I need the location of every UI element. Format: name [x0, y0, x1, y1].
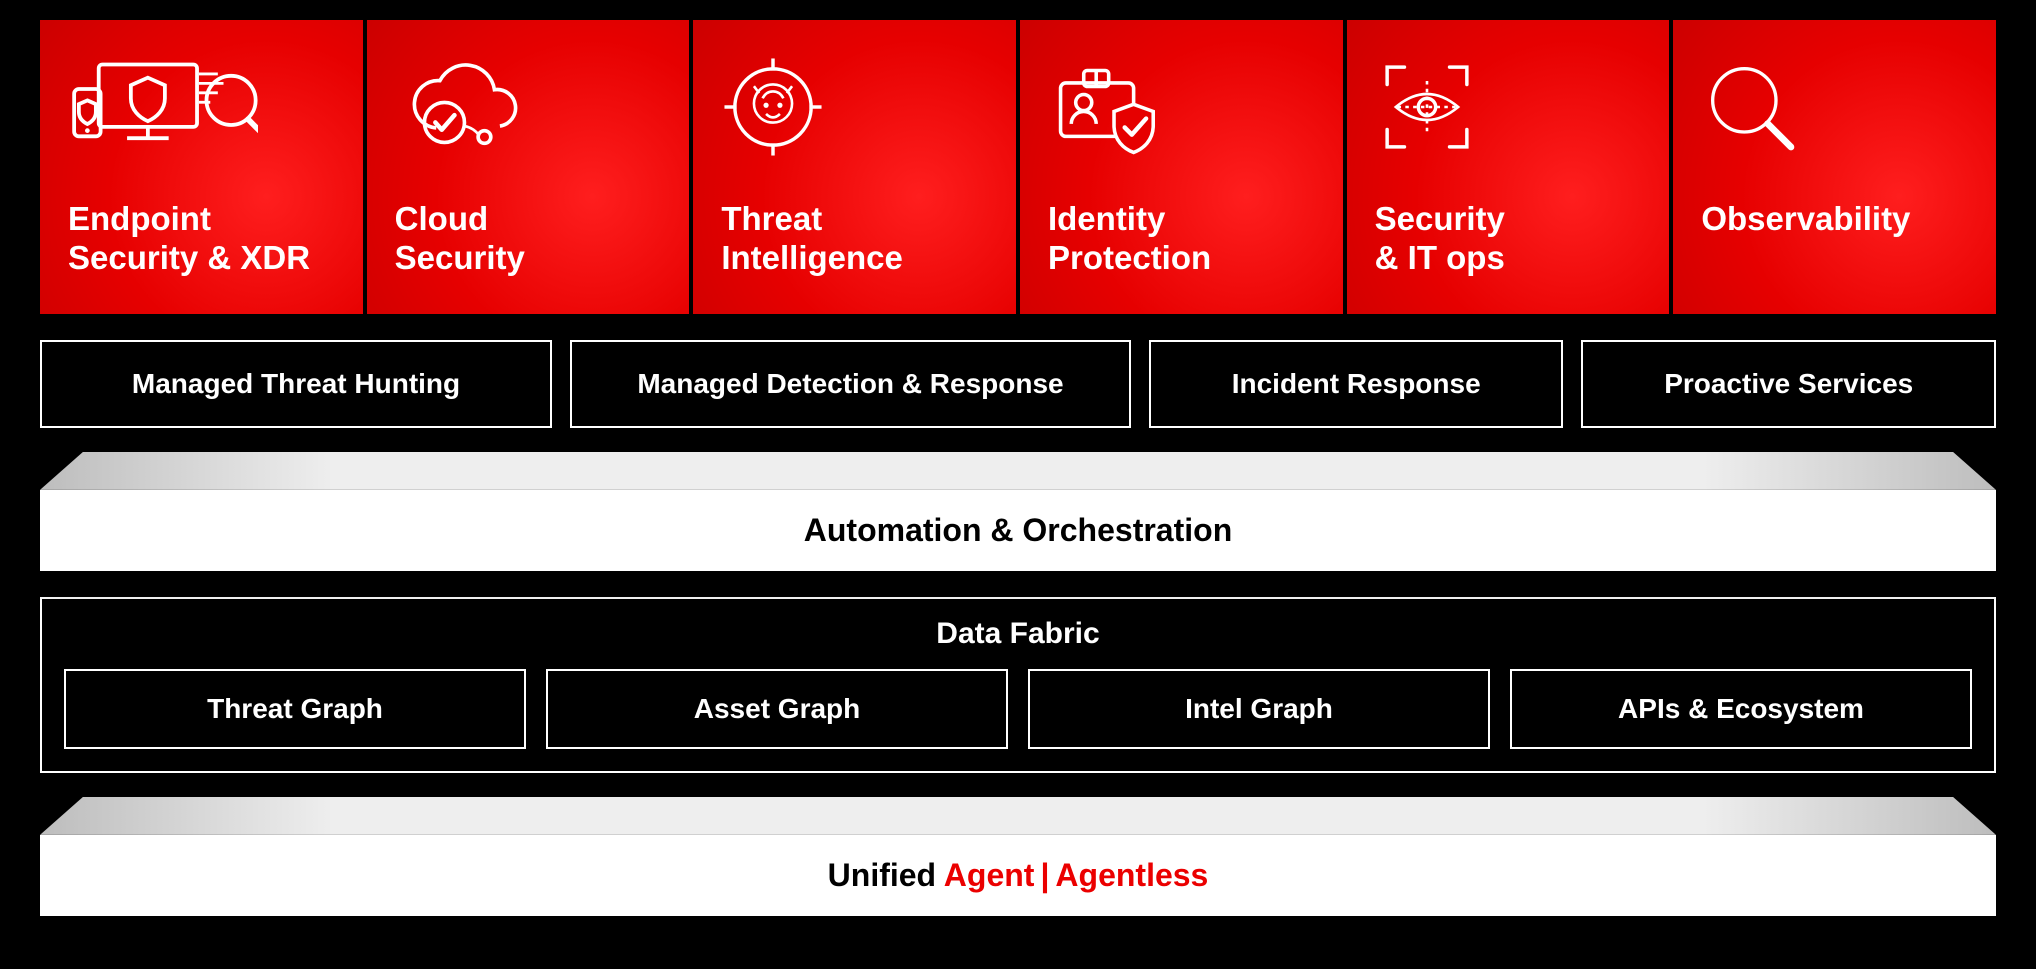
tile-label-line2: Security & XDR: [68, 239, 310, 276]
tile-label-line1: Cloud: [395, 200, 488, 237]
tile-label-line1: Threat: [721, 200, 822, 237]
unified-prefix: Unified: [828, 857, 944, 893]
data-fabric-title: Data Fabric: [64, 617, 1972, 651]
unified-band: Unified Agent|Agentless: [40, 797, 1996, 916]
service-proactive-services: Proactive Services: [1581, 340, 1996, 428]
tile-endpoint-xdr: Endpoint Security & XDR: [40, 20, 363, 314]
services-row: Managed Threat Hunting Managed Detection…: [40, 340, 1996, 428]
tile-label: Security & IT ops: [1375, 200, 1642, 278]
service-incident-response: Incident Response: [1149, 340, 1564, 428]
threat-target-icon: [721, 52, 988, 162]
band-bevel: [40, 797, 1996, 835]
tile-identity-protection: Identity Protection: [1020, 20, 1343, 314]
unified-agent: Agent: [944, 857, 1035, 893]
tile-label-line2: Protection: [1048, 239, 1211, 276]
tile-label-line2: Intelligence: [721, 239, 903, 276]
automation-band-label: Automation & Orchestration: [40, 490, 1996, 571]
identity-shield-icon: [1048, 52, 1315, 162]
cloud-check-icon: [395, 52, 662, 162]
endpoint-xdr-icon: [68, 52, 335, 162]
tile-label-line1: Observability: [1701, 200, 1910, 237]
fabric-apis-ecosystem: APIs & Ecosystem: [1510, 669, 1972, 749]
tile-label: Observability: [1701, 200, 1968, 239]
tile-threat-intelligence: Threat Intelligence: [693, 20, 1016, 314]
product-tile-row: Endpoint Security & XDR Cloud Security: [40, 20, 1996, 314]
tile-label-line1: Endpoint: [68, 200, 211, 237]
unified-band-label: Unified Agent|Agentless: [40, 835, 1996, 916]
scan-eye-icon: [1375, 52, 1642, 162]
service-managed-threat-hunting: Managed Threat Hunting: [40, 340, 552, 428]
data-fabric-container: Data Fabric Threat Graph Asset Graph Int…: [40, 597, 1996, 773]
fabric-asset-graph: Asset Graph: [546, 669, 1008, 749]
data-fabric-row: Threat Graph Asset Graph Intel Graph API…: [64, 669, 1972, 749]
architecture-diagram: Endpoint Security & XDR Cloud Security: [40, 20, 1996, 916]
magnifier-icon: [1701, 52, 1968, 162]
tile-label-line1: Security: [1375, 200, 1505, 237]
automation-band: Automation & Orchestration: [40, 452, 1996, 571]
tile-label-line2: Security: [395, 239, 525, 276]
tile-label: Endpoint Security & XDR: [68, 200, 335, 278]
unified-separator: |: [1034, 857, 1055, 893]
tile-label-line1: Identity: [1048, 200, 1165, 237]
unified-agentless: Agentless: [1055, 857, 1208, 893]
service-managed-detection-response: Managed Detection & Response: [570, 340, 1131, 428]
tile-label: Identity Protection: [1048, 200, 1315, 278]
tile-security-it-ops: Security & IT ops: [1347, 20, 1670, 314]
fabric-intel-graph: Intel Graph: [1028, 669, 1490, 749]
tile-observability: Observability: [1673, 20, 1996, 314]
tile-label-line2: & IT ops: [1375, 239, 1505, 276]
tile-cloud-security: Cloud Security: [367, 20, 690, 314]
tile-label: Cloud Security: [395, 200, 662, 278]
tile-label: Threat Intelligence: [721, 200, 988, 278]
fabric-threat-graph: Threat Graph: [64, 669, 526, 749]
band-bevel: [40, 452, 1996, 490]
